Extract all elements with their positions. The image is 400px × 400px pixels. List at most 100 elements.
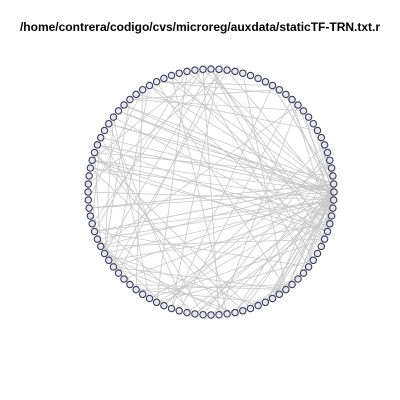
network-node xyxy=(254,301,262,310)
network-node xyxy=(84,180,93,188)
network-node xyxy=(145,81,154,90)
network-node xyxy=(309,256,318,265)
network-edge xyxy=(100,238,325,247)
network-edge xyxy=(279,89,299,106)
network-edge xyxy=(156,81,273,86)
network-node xyxy=(329,196,338,204)
network-node xyxy=(207,65,215,73)
network-node xyxy=(288,95,296,104)
network-node xyxy=(313,249,322,258)
network-node xyxy=(86,164,95,172)
network-edge xyxy=(91,69,204,225)
network-node xyxy=(246,71,255,80)
network-node xyxy=(132,285,140,294)
network-edge xyxy=(171,75,331,225)
network-node xyxy=(275,290,284,299)
network-node xyxy=(239,307,247,315)
network-node xyxy=(294,101,302,109)
network-edge xyxy=(156,81,287,290)
network-edge xyxy=(194,191,335,315)
network-node xyxy=(304,263,313,271)
network-edge xyxy=(194,69,309,268)
network-edge xyxy=(291,99,331,224)
network-edge xyxy=(149,238,325,299)
network-edge xyxy=(218,104,299,315)
network-edge xyxy=(210,68,328,232)
network-edge xyxy=(113,116,328,232)
network-edge xyxy=(210,68,314,261)
network-edge xyxy=(149,85,334,201)
network-node xyxy=(326,220,334,228)
network-edge xyxy=(100,104,299,247)
network-node xyxy=(109,113,118,121)
network-node xyxy=(84,196,93,204)
network-edge xyxy=(234,159,331,313)
network-node xyxy=(100,249,109,258)
network-edge xyxy=(242,272,304,312)
network-node xyxy=(104,119,113,128)
network-node xyxy=(104,256,113,265)
network-edge xyxy=(242,73,287,290)
network-node xyxy=(326,156,334,164)
network-node xyxy=(246,304,255,313)
network-edge xyxy=(156,259,314,303)
network-node xyxy=(160,301,168,310)
network-node xyxy=(96,133,105,142)
network-edge xyxy=(104,253,228,315)
network-edge xyxy=(94,231,137,290)
network-node xyxy=(167,304,176,313)
network-edge xyxy=(265,183,335,303)
network-node xyxy=(261,298,270,307)
network-edge xyxy=(272,199,335,299)
network-edge xyxy=(163,159,331,306)
network-node xyxy=(84,188,92,196)
network-node xyxy=(86,212,95,220)
network-node xyxy=(313,126,322,135)
network-edge xyxy=(104,99,131,254)
network-node xyxy=(160,74,168,83)
network-node xyxy=(167,71,176,80)
network-node xyxy=(120,101,128,109)
network-node xyxy=(329,172,337,180)
network-node xyxy=(288,280,296,289)
network-edge xyxy=(312,123,335,201)
network-node xyxy=(223,310,231,318)
network-node xyxy=(145,294,154,303)
network-node xyxy=(85,204,93,212)
network-node xyxy=(317,133,326,142)
network-node xyxy=(282,285,290,294)
network-edge xyxy=(129,284,286,290)
network-edge xyxy=(163,144,325,306)
network-edge xyxy=(104,253,259,306)
network-edge xyxy=(123,104,334,185)
network-edge xyxy=(272,160,331,299)
network-node xyxy=(231,308,239,317)
network-node xyxy=(126,280,134,289)
network-node xyxy=(175,307,183,315)
network-node xyxy=(90,148,99,157)
network-node xyxy=(329,204,337,212)
network-edge xyxy=(178,99,293,311)
network-node xyxy=(268,294,277,303)
network-node xyxy=(96,242,105,251)
network-node xyxy=(191,310,199,318)
network-node xyxy=(329,180,338,188)
network-node xyxy=(231,67,239,76)
network-edge xyxy=(149,85,325,240)
network-node xyxy=(109,263,118,271)
network-node xyxy=(299,269,308,277)
network-edge xyxy=(87,89,144,201)
network-edge xyxy=(135,89,144,290)
network-node xyxy=(93,235,102,243)
network-node xyxy=(120,275,128,283)
network-node xyxy=(114,269,123,277)
network-node xyxy=(88,220,96,228)
network-node xyxy=(152,298,161,307)
network-node xyxy=(215,310,223,319)
network-edge xyxy=(297,104,335,193)
network-edge xyxy=(94,71,188,232)
network-node xyxy=(215,65,223,74)
network-node xyxy=(183,308,191,317)
